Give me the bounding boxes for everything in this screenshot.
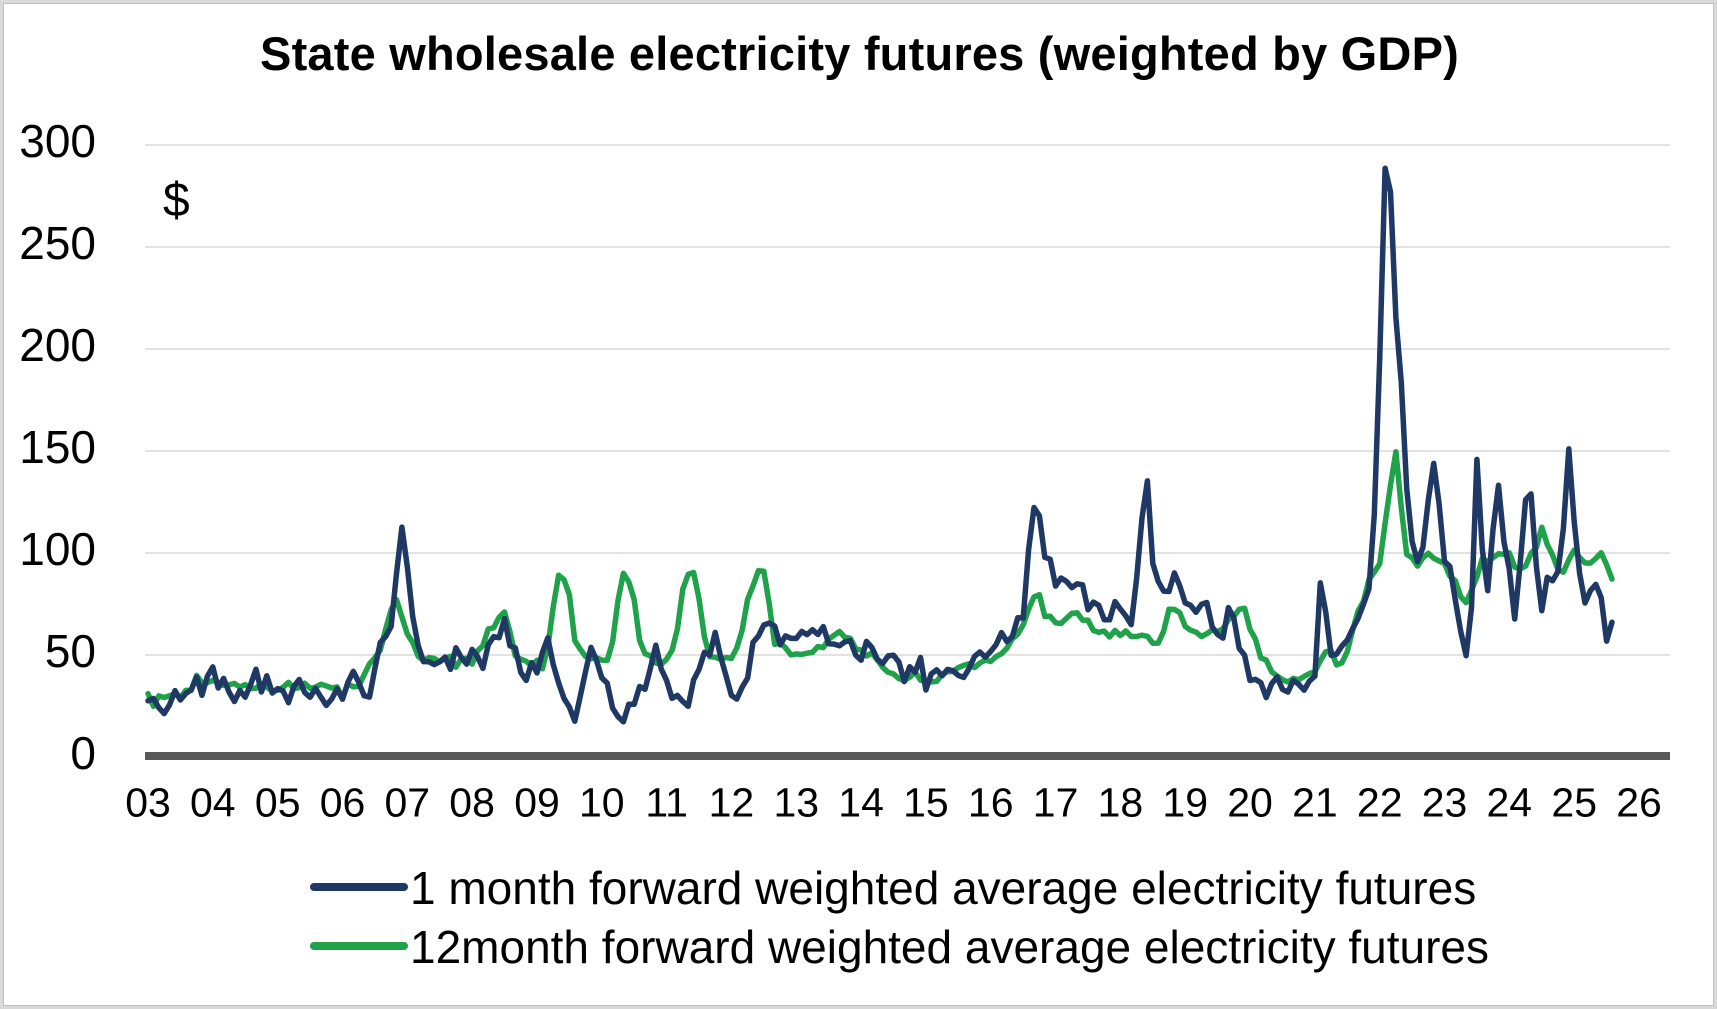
svg-text:100: 100 [19,523,96,575]
svg-text:03: 03 [125,779,171,825]
svg-text:15: 15 [903,779,949,825]
svg-text:13: 13 [773,779,819,825]
svg-text:250: 250 [19,217,96,269]
svg-text:06: 06 [320,779,366,825]
svg-text:300: 300 [19,115,96,167]
svg-text:50: 50 [45,625,96,677]
svg-text:12month forward weighted avera: 12month forward weighted average electri… [410,921,1489,973]
svg-text:11: 11 [645,779,688,825]
svg-text:24: 24 [1486,779,1532,825]
svg-text:$: $ [163,174,190,227]
svg-text:07: 07 [384,779,430,825]
svg-text:17: 17 [1033,779,1079,825]
svg-text:14: 14 [838,779,884,825]
svg-text:18: 18 [1098,779,1144,825]
svg-text:25: 25 [1551,779,1597,825]
svg-text:16: 16 [968,779,1014,825]
svg-text:09: 09 [514,779,560,825]
svg-text:10: 10 [579,779,625,825]
svg-text:26: 26 [1616,779,1662,825]
svg-text:05: 05 [255,779,301,825]
svg-text:12: 12 [709,779,755,825]
svg-text:19: 19 [1162,779,1208,825]
svg-text:21: 21 [1292,779,1338,825]
svg-text:1 month forward weighted avera: 1 month forward weighted average electri… [410,862,1476,914]
svg-text:04: 04 [190,779,236,825]
svg-text:08: 08 [449,779,495,825]
svg-text:22: 22 [1357,779,1403,825]
svg-text:23: 23 [1422,779,1468,825]
svg-text:20: 20 [1227,779,1273,825]
svg-text:150: 150 [19,421,96,473]
svg-text:0: 0 [70,727,96,779]
svg-text:200: 200 [19,319,96,371]
